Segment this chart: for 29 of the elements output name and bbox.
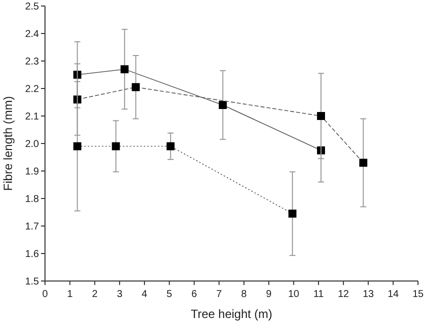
x-axis-title: Tree height (m) — [190, 307, 272, 321]
y-tick-label: 2.2 — [25, 84, 40, 95]
y-tick-label: 1.9 — [25, 166, 40, 178]
y-tick-label: 2.1 — [25, 112, 40, 122]
y-tick-label: 1.8 — [25, 194, 40, 205]
x-tick-label: 0 — [42, 289, 48, 300]
x-tick-label: 1 — [67, 289, 74, 300]
x-tick-label: 2 — [92, 289, 98, 300]
x-tick-label: 3 — [116, 289, 123, 300]
y-tick-label: 2.4 — [25, 29, 40, 40]
x-tick-label: 6 — [191, 289, 198, 300]
y-tick-label: 1.6 — [25, 249, 40, 260]
x-tick-label: 14 — [388, 289, 400, 300]
x-tick-label: 8 — [241, 289, 248, 300]
x-tick-label: 12 — [338, 289, 350, 300]
y-tick-label: 2.3 — [25, 56, 40, 68]
y-tick-label: 2.5 — [25, 2, 40, 12]
x-tick-label: 11 — [313, 289, 324, 300]
y-tick-label: 2.0 — [25, 139, 40, 150]
y-tick-label: 1.5 — [25, 276, 40, 288]
x-tick-label: 7 — [216, 289, 222, 300]
x-tick-label: 13 — [362, 289, 374, 300]
x-tick-label: 15 — [412, 289, 424, 300]
x-tick-label: 5 — [166, 289, 173, 300]
x-tick-label: 9 — [266, 289, 272, 300]
x-tick-label: 10 — [288, 289, 300, 300]
y-tick-label: 1.7 — [25, 222, 40, 232]
y-axis-title: Fibre length (mm) — [1, 96, 15, 191]
x-tick-label: 4 — [142, 289, 148, 300]
